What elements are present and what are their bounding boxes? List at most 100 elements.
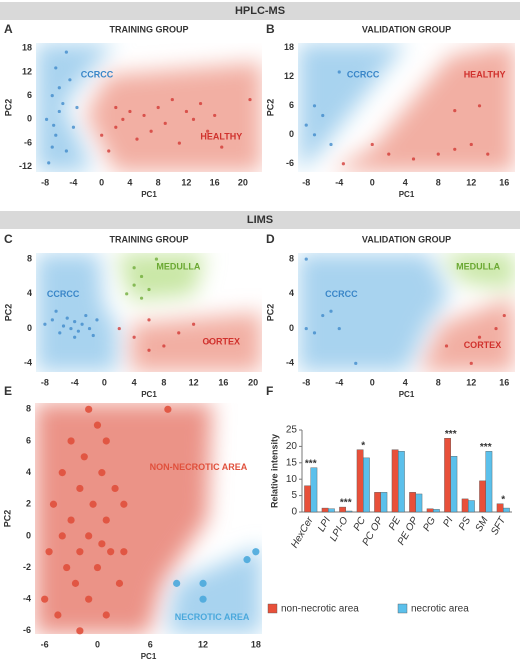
point xyxy=(54,309,58,313)
bar xyxy=(380,492,388,513)
bar xyxy=(409,492,416,513)
point xyxy=(252,548,260,556)
x-tick-label: PC xyxy=(352,515,369,533)
x-tick-label: 4 xyxy=(132,377,137,387)
x-tick-label: 0 xyxy=(99,177,104,187)
region-label: CORTEX xyxy=(203,337,241,347)
legend-swatch xyxy=(267,603,278,614)
regions xyxy=(298,253,515,372)
bar xyxy=(444,438,451,513)
point xyxy=(73,320,77,324)
point xyxy=(50,94,54,98)
section-title: LIMS xyxy=(247,214,273,226)
y-axis-label: PC2 xyxy=(265,304,275,322)
y-tick-label: 0 xyxy=(27,114,32,124)
point xyxy=(87,326,92,331)
bar xyxy=(398,451,405,513)
point xyxy=(71,125,76,129)
y-axis-label: PC2 xyxy=(3,304,13,322)
point xyxy=(163,121,167,125)
x-tick-label: 20 xyxy=(248,377,258,387)
point xyxy=(49,500,58,508)
point xyxy=(85,532,93,540)
point xyxy=(76,484,84,493)
point xyxy=(54,66,58,70)
point xyxy=(120,548,128,556)
point xyxy=(387,152,391,156)
point xyxy=(54,611,62,619)
point xyxy=(67,437,75,445)
point xyxy=(54,133,58,137)
region-label: NECROTIC AREA xyxy=(175,612,250,622)
point xyxy=(321,313,325,318)
point xyxy=(117,326,121,331)
x-tick-label: 18 xyxy=(251,639,261,649)
x-tick-label: PS xyxy=(457,515,473,532)
x-tick-label: SM xyxy=(474,515,491,534)
point xyxy=(80,453,88,461)
y-tick-label: 20 xyxy=(286,441,298,452)
point xyxy=(98,540,106,548)
point xyxy=(411,157,416,161)
y-tick-label: 25 xyxy=(286,425,298,436)
point xyxy=(312,104,317,108)
point xyxy=(114,125,118,129)
y-tick-label: -6 xyxy=(286,158,294,168)
region-label: MEDULLA xyxy=(456,262,500,272)
y-tick-label: -4 xyxy=(286,358,294,368)
region-label: MEDULLA xyxy=(156,262,200,272)
region-label: CCRCC xyxy=(47,289,80,299)
x-tick-label: -8 xyxy=(302,177,310,187)
point xyxy=(41,595,49,603)
y-tick-label: 5 xyxy=(291,490,297,501)
x-tick-label: -4 xyxy=(69,177,77,187)
y-tick-label: 0 xyxy=(289,129,294,139)
x-tick-label: 0 xyxy=(370,177,375,187)
x-tick-label: 12 xyxy=(181,177,191,187)
y-tick-label: 10 xyxy=(286,474,298,485)
point xyxy=(139,274,144,279)
point xyxy=(164,405,172,413)
point xyxy=(111,484,119,493)
region xyxy=(85,62,262,172)
y-tick-label: -4 xyxy=(24,358,32,368)
x-tick-label: 8 xyxy=(156,177,161,187)
y-tick-label: 8 xyxy=(289,253,294,263)
y-tick-label: -12 xyxy=(19,161,32,171)
point xyxy=(312,331,317,335)
point xyxy=(121,117,125,121)
point xyxy=(93,563,102,572)
x-tick-label: 8 xyxy=(436,377,441,387)
section-band xyxy=(0,2,520,20)
background xyxy=(36,43,262,172)
x-tick-label: 8 xyxy=(161,377,166,387)
bar xyxy=(426,508,434,513)
point xyxy=(64,149,68,153)
region-label: NON-NECROTIC AREA xyxy=(150,462,248,472)
panel-letter: E xyxy=(4,384,12,398)
point xyxy=(354,361,358,365)
y-tick-label: 6 xyxy=(289,100,294,110)
bar xyxy=(391,449,399,513)
region xyxy=(298,43,407,172)
point xyxy=(67,516,75,524)
point xyxy=(156,105,160,110)
point xyxy=(198,101,203,106)
point xyxy=(69,326,73,331)
y-tick-label: 18 xyxy=(284,42,294,52)
point xyxy=(76,329,80,333)
point xyxy=(248,97,252,102)
point xyxy=(329,309,333,313)
y-axis-label: PC2 xyxy=(3,99,13,117)
point xyxy=(132,283,136,287)
bar xyxy=(479,480,486,513)
region xyxy=(298,253,450,372)
y-axis-label: Relative intensity xyxy=(269,434,279,508)
region xyxy=(35,403,213,634)
x-tick-label: 16 xyxy=(499,177,509,187)
point xyxy=(436,152,440,156)
point xyxy=(162,344,166,348)
x-tick-label: SFT xyxy=(489,515,508,538)
significance: *** xyxy=(445,429,457,440)
